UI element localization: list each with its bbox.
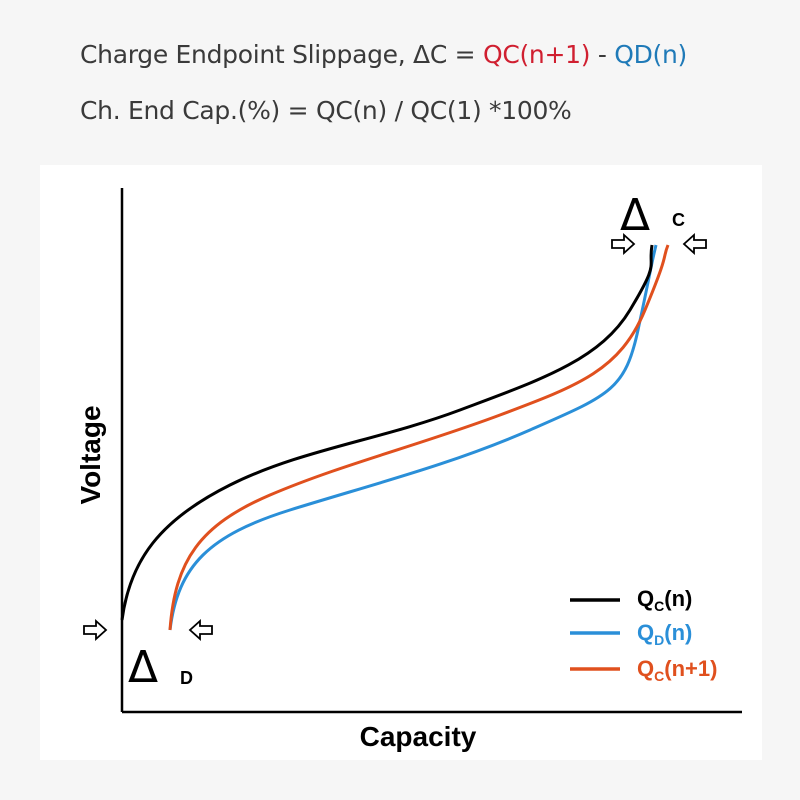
formula-slippage: Charge Endpoint Slippage, ΔC = QC(n+1) -… — [80, 40, 687, 69]
y-axis-label: Voltage — [75, 405, 106, 504]
x-axis-label: Capacity — [360, 721, 477, 752]
legend-label-qc-n: QC(n) — [637, 586, 692, 614]
arrow-left-icon — [682, 232, 707, 256]
delta-c-symbol: Δ — [620, 190, 650, 241]
legend: QC(n) QD(n) QC(n+1) — [570, 586, 717, 684]
delta-d-sub: D — [180, 668, 193, 688]
diagram-panel — [40, 165, 762, 760]
formula-qd-n: QD(n) — [614, 40, 687, 69]
delta-c-sub: C — [672, 210, 685, 230]
formula-end-capacity: Ch. End Cap.(%) = QC(n) / QC(1) *100% — [80, 96, 572, 125]
arrow-right-icon — [611, 232, 636, 256]
arrow-left-icon — [188, 618, 213, 642]
delta-d-symbol: Δ — [128, 642, 158, 693]
curve-qd-n — [168, 244, 658, 631]
formula-minus: - — [590, 40, 615, 69]
curve-qc-n — [120, 244, 654, 621]
formula-text: Charge Endpoint Slippage, ΔC = — [80, 40, 483, 69]
arrow-right-icon — [83, 618, 108, 642]
formula-qc-n1: QC(n+1) — [482, 40, 591, 69]
curve-qc-n1 — [168, 244, 670, 631]
legend-label-qd-n: QD(n) — [637, 620, 692, 648]
legend-label-qc-n1: QC(n+1) — [637, 656, 717, 684]
